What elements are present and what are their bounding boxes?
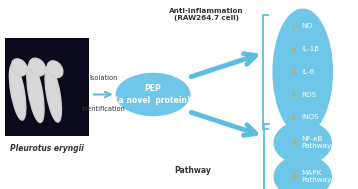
Ellipse shape [27,63,44,122]
Text: ↓: ↓ [289,90,296,99]
Text: IL-6: IL-6 [301,69,314,75]
Text: iNOS: iNOS [301,114,319,120]
Ellipse shape [9,64,26,120]
Ellipse shape [45,66,62,122]
Text: IL-1β: IL-1β [301,46,319,52]
Text: NO: NO [301,23,312,29]
Text: ↓: ↓ [289,45,296,53]
Ellipse shape [116,73,190,116]
Text: NF-κB
Pathway: NF-κB Pathway [302,136,332,149]
Text: Pleurotus eryngii: Pleurotus eryngii [10,144,84,153]
Ellipse shape [274,155,332,189]
Text: ↓: ↓ [289,22,296,31]
Text: Identification: Identification [81,106,125,112]
Ellipse shape [47,61,63,78]
Ellipse shape [11,59,27,76]
Text: Anti-Inflammation
(RAW264.7 cell): Anti-Inflammation (RAW264.7 cell) [169,8,244,21]
Ellipse shape [274,121,332,164]
Ellipse shape [29,58,45,76]
Text: ↓: ↓ [289,67,296,76]
Text: PEP
(a novel  protein): PEP (a novel protein) [115,84,191,105]
FancyBboxPatch shape [5,38,89,136]
Text: Isolation: Isolation [89,75,117,81]
Ellipse shape [272,9,333,135]
Text: ↓: ↓ [290,172,297,181]
Text: ↓: ↓ [290,138,297,147]
Text: Pathway: Pathway [174,166,211,175]
Text: ROS: ROS [301,92,316,98]
Text: ↓: ↓ [289,113,296,122]
Text: MAPK
Pathway: MAPK Pathway [302,170,332,184]
